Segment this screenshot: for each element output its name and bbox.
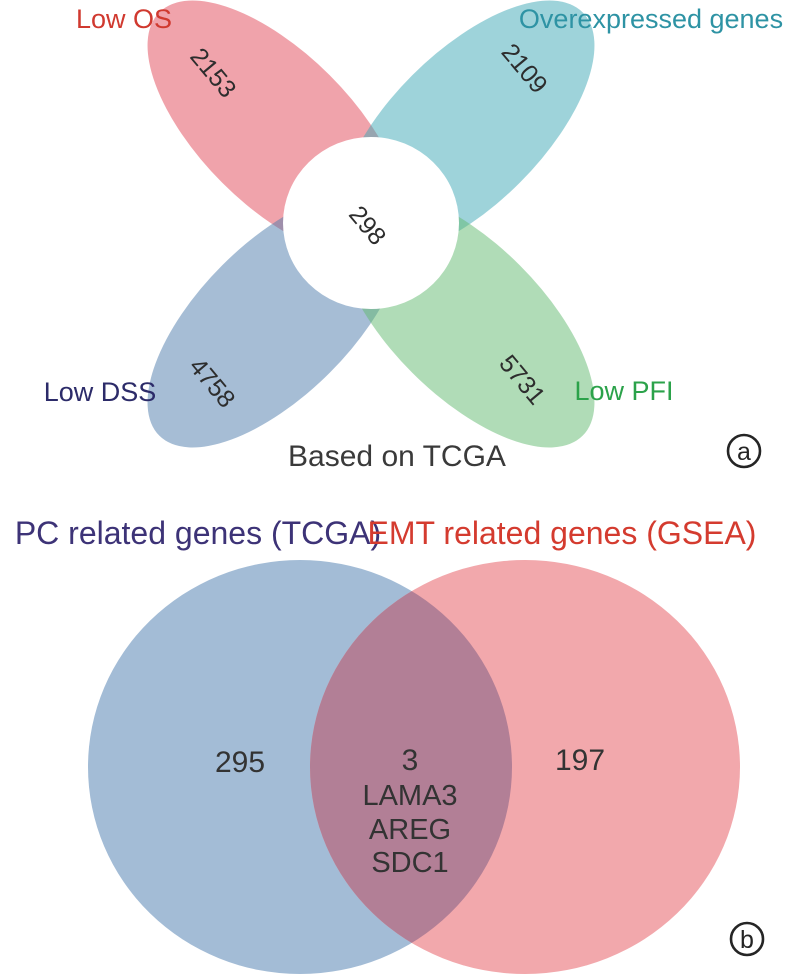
pc-related-genes-label: PC related genes (TCGA) <box>15 515 381 551</box>
low-dss-label: Low DSS <box>44 377 157 407</box>
intersection-gene-sdc1: SDC1 <box>371 847 448 879</box>
pc-unique-count: 295 <box>215 746 265 779</box>
center-circle <box>283 137 459 309</box>
panel-a-tag: a <box>726 433 762 469</box>
panel-a-caption: Based on TCGA <box>288 440 506 473</box>
panel-b-tag: b <box>729 921 765 957</box>
intersection-lens <box>310 560 512 974</box>
panel-b-tag-circle <box>729 921 765 957</box>
panel-b-two-set-venn: PC related genes (TCGA) EMT related gene… <box>15 515 765 974</box>
panel-a-tag-letter: a <box>737 438 751 466</box>
emt-unique-count: 197 <box>555 744 605 777</box>
low-pfi-label: Low PFI <box>574 376 673 406</box>
panel-a-tag-circle <box>726 433 762 469</box>
panel-a-flower-venn: 2153 2109 4758 5731 298 Low OS Overexpre… <box>44 0 783 473</box>
intersection-count: 3 <box>402 744 419 777</box>
emt-related-genes-label: EMT related genes (GSEA) <box>368 515 757 551</box>
overexpressed-genes-label: Overexpressed genes <box>519 4 783 34</box>
low-os-label: Low OS <box>76 4 172 34</box>
intersection-gene-areg: AREG <box>369 814 451 846</box>
intersection-gene-lama3: LAMA3 <box>362 780 457 812</box>
panel-b-tag-letter: b <box>740 926 754 954</box>
